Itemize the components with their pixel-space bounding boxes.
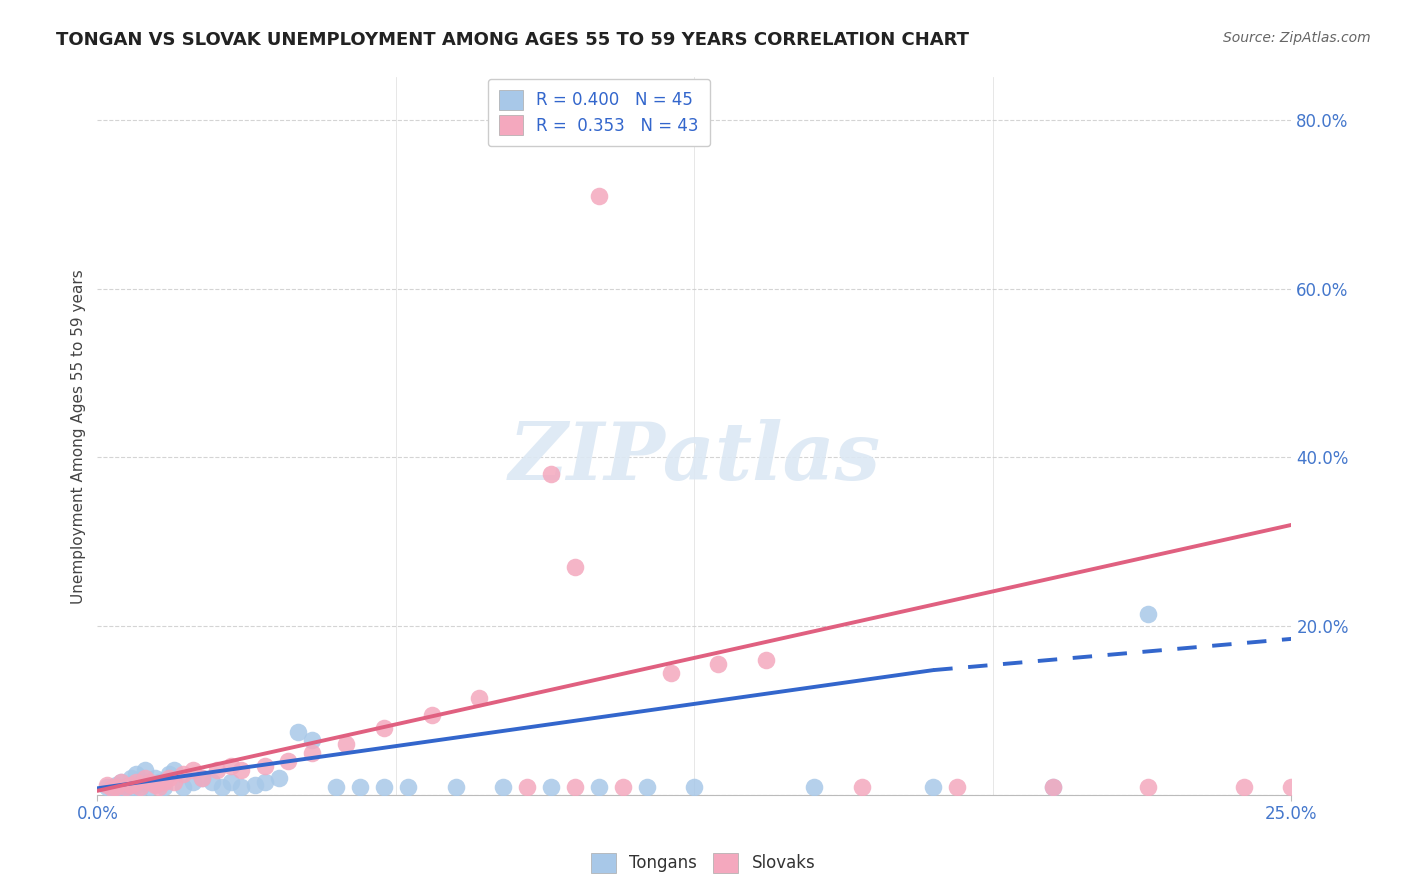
- Point: [396, 780, 419, 794]
- Point: [191, 771, 214, 785]
- Point: [803, 780, 825, 794]
- Point: [564, 560, 586, 574]
- Point: [115, 780, 138, 794]
- Point: [110, 775, 132, 789]
- Point: [243, 778, 266, 792]
- Point: [468, 690, 491, 705]
- Point: [325, 780, 347, 794]
- Point: [373, 721, 395, 735]
- Point: [229, 763, 252, 777]
- Point: [1233, 780, 1256, 794]
- Point: [540, 467, 562, 482]
- Point: [612, 780, 634, 794]
- Point: [267, 771, 290, 785]
- Point: [172, 767, 194, 781]
- Point: [420, 707, 443, 722]
- Point: [349, 780, 371, 794]
- Point: [120, 771, 142, 785]
- Point: [120, 781, 142, 796]
- Point: [211, 780, 233, 794]
- Point: [110, 784, 132, 798]
- Point: [143, 778, 166, 792]
- Point: [540, 780, 562, 794]
- Point: [229, 780, 252, 794]
- Point: [148, 780, 170, 794]
- Point: [134, 775, 156, 789]
- Point: [492, 780, 515, 794]
- Point: [707, 657, 730, 672]
- Point: [851, 780, 873, 794]
- Point: [201, 775, 224, 789]
- Point: [124, 778, 146, 792]
- Point: [588, 188, 610, 202]
- Point: [153, 780, 176, 794]
- Legend: R = 0.400   N = 45, R =  0.353   N = 43: R = 0.400 N = 45, R = 0.353 N = 43: [488, 78, 710, 146]
- Point: [143, 771, 166, 785]
- Point: [253, 775, 276, 789]
- Point: [181, 763, 204, 777]
- Point: [96, 778, 118, 792]
- Point: [659, 665, 682, 680]
- Point: [588, 780, 610, 794]
- Point: [96, 780, 118, 794]
- Point: [139, 775, 162, 789]
- Point: [124, 775, 146, 789]
- Point: [287, 724, 309, 739]
- Point: [922, 780, 945, 794]
- Point: [205, 763, 228, 777]
- Point: [105, 780, 128, 794]
- Point: [120, 778, 142, 792]
- Point: [253, 758, 276, 772]
- Point: [157, 767, 180, 781]
- Point: [163, 775, 186, 789]
- Point: [444, 780, 467, 794]
- Point: [219, 758, 242, 772]
- Point: [163, 763, 186, 777]
- Point: [301, 746, 323, 760]
- Point: [564, 780, 586, 794]
- Point: [148, 775, 170, 789]
- Point: [516, 780, 538, 794]
- Text: ZIPatlas: ZIPatlas: [509, 419, 880, 497]
- Point: [110, 775, 132, 789]
- Point: [755, 653, 778, 667]
- Point: [139, 780, 162, 794]
- Text: Source: ZipAtlas.com: Source: ZipAtlas.com: [1223, 31, 1371, 45]
- Point: [636, 780, 658, 794]
- Point: [172, 780, 194, 794]
- Point: [219, 775, 242, 789]
- Point: [191, 771, 214, 785]
- Point: [301, 733, 323, 747]
- Point: [1137, 607, 1160, 621]
- Point: [100, 781, 122, 796]
- Point: [153, 775, 176, 789]
- Legend: Tongans, Slovaks: Tongans, Slovaks: [583, 847, 823, 880]
- Point: [124, 767, 146, 781]
- Point: [129, 780, 152, 794]
- Point: [1042, 780, 1064, 794]
- Point: [181, 775, 204, 789]
- Point: [115, 780, 138, 794]
- Point: [1137, 780, 1160, 794]
- Point: [129, 781, 152, 796]
- Point: [1281, 780, 1303, 794]
- Point: [277, 754, 299, 768]
- Point: [373, 780, 395, 794]
- Point: [683, 780, 706, 794]
- Point: [157, 771, 180, 785]
- Point: [105, 778, 128, 792]
- Point: [335, 738, 357, 752]
- Point: [134, 763, 156, 777]
- Y-axis label: Unemployment Among Ages 55 to 59 years: Unemployment Among Ages 55 to 59 years: [72, 268, 86, 604]
- Point: [946, 780, 969, 794]
- Point: [100, 781, 122, 796]
- Text: TONGAN VS SLOVAK UNEMPLOYMENT AMONG AGES 55 TO 59 YEARS CORRELATION CHART: TONGAN VS SLOVAK UNEMPLOYMENT AMONG AGES…: [56, 31, 969, 49]
- Point: [1042, 780, 1064, 794]
- Point: [134, 771, 156, 785]
